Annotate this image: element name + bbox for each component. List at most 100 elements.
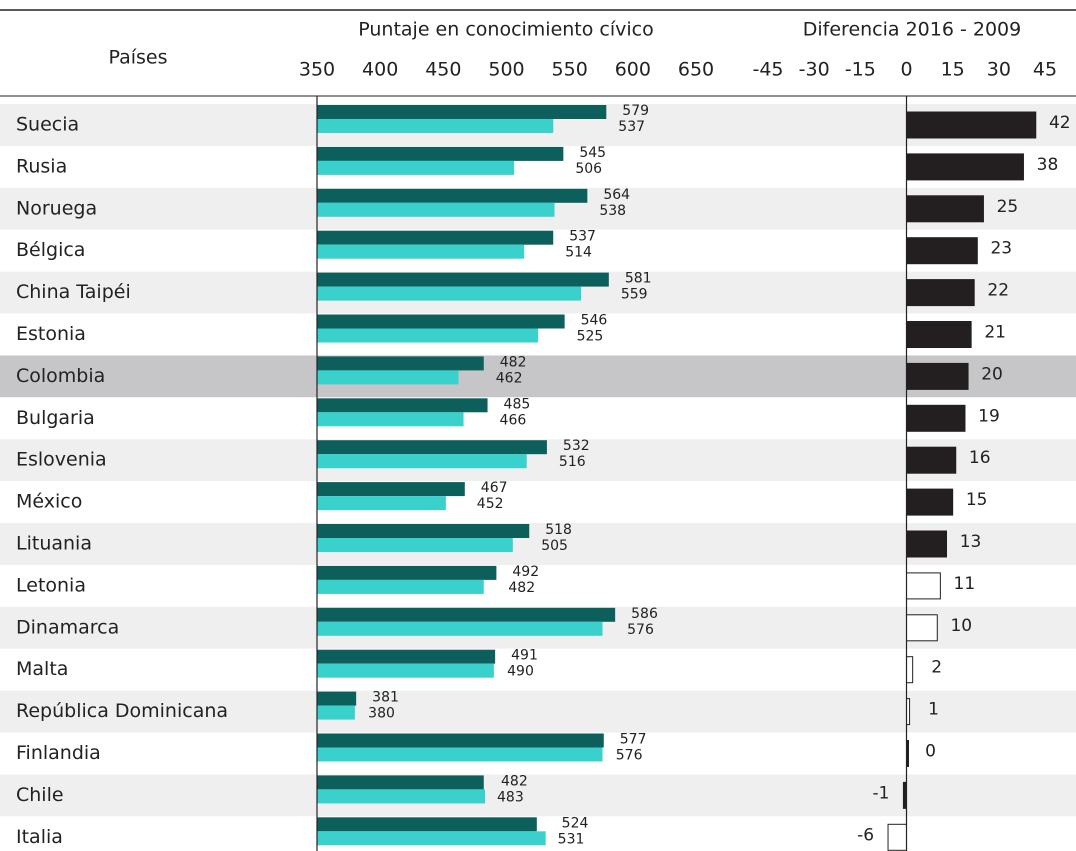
difference-label: 20 xyxy=(981,364,1003,384)
value-label: 514 xyxy=(565,245,592,261)
category-label: Dinamarca xyxy=(16,616,119,638)
value-label: 525 xyxy=(577,329,604,345)
value-label: 482 xyxy=(501,773,528,789)
bar xyxy=(317,538,513,552)
value-label: 531 xyxy=(558,831,585,847)
row-band xyxy=(0,690,1076,733)
row-band xyxy=(0,481,1076,524)
difference-label: 0 xyxy=(925,742,936,762)
difference-label: 38 xyxy=(1037,155,1059,175)
difference-label: 22 xyxy=(987,281,1009,301)
difference-label: 16 xyxy=(969,448,991,468)
value-label: 506 xyxy=(575,161,602,177)
row-band xyxy=(0,648,1076,691)
panel-title: Diferencia 2016 - 2009 xyxy=(803,19,1021,41)
difference-bar xyxy=(906,656,914,684)
x-tick-label: 600 xyxy=(615,59,651,81)
bar xyxy=(317,789,486,804)
category-label: República Dominicana xyxy=(16,700,228,722)
value-label: 532 xyxy=(563,438,590,454)
row-band xyxy=(0,397,1076,440)
bar xyxy=(317,160,515,175)
category-label: Malta xyxy=(16,658,68,680)
difference-label: 42 xyxy=(1049,113,1071,133)
difference-bar xyxy=(906,572,941,600)
value-label: 505 xyxy=(541,538,568,554)
difference-label: 21 xyxy=(984,323,1006,343)
bar xyxy=(317,482,465,497)
difference-bar xyxy=(906,614,938,642)
category-label: Noruega xyxy=(16,197,97,219)
bar xyxy=(317,146,564,161)
bar xyxy=(317,105,607,119)
difference-bar xyxy=(906,153,1024,181)
bar xyxy=(317,244,525,259)
category-label: Lituania xyxy=(16,533,92,555)
bar xyxy=(317,565,497,580)
difference-bar xyxy=(906,530,948,558)
x-tick-label: 350 xyxy=(299,59,335,81)
bar xyxy=(317,691,357,706)
category-label: Eslovenia xyxy=(16,449,107,471)
bar xyxy=(317,230,554,245)
bar xyxy=(317,733,604,748)
x-tick-label: 400 xyxy=(362,59,398,81)
bar xyxy=(317,831,546,846)
bar xyxy=(317,607,616,622)
bar xyxy=(317,775,484,790)
difference-bar xyxy=(906,404,966,432)
bar xyxy=(317,119,554,133)
difference-bar xyxy=(906,321,972,348)
value-label: 579 xyxy=(622,103,649,119)
x-tick-label: -15 xyxy=(845,59,876,81)
difference-bar xyxy=(906,279,975,307)
category-header: Países xyxy=(108,47,167,69)
difference-label: 25 xyxy=(997,197,1019,217)
category-label: Bulgaria xyxy=(16,407,95,429)
x-tick-label: -30 xyxy=(799,59,830,81)
bar xyxy=(317,621,603,636)
difference-bar xyxy=(906,446,957,474)
value-label: 482 xyxy=(500,354,527,370)
bar xyxy=(317,356,484,371)
value-label: 516 xyxy=(559,454,586,470)
category-label: Bélgica xyxy=(16,239,85,261)
value-label: 577 xyxy=(620,732,647,748)
bar xyxy=(317,663,494,678)
difference-bar xyxy=(906,195,984,223)
value-label: 492 xyxy=(512,564,539,580)
bar xyxy=(317,188,588,203)
bar xyxy=(317,286,582,301)
difference-label: 15 xyxy=(966,490,988,510)
category-label: México xyxy=(16,491,82,513)
difference-label: 19 xyxy=(978,406,1000,426)
x-tick-label: 650 xyxy=(678,59,714,81)
bar xyxy=(317,524,530,538)
value-label: 576 xyxy=(616,748,643,764)
row-backgrounds xyxy=(0,104,1076,851)
difference-bar xyxy=(887,823,907,851)
value-label: 564 xyxy=(603,187,630,203)
value-label: 490 xyxy=(507,664,534,680)
category-label: Suecia xyxy=(16,114,79,136)
category-label: Rusia xyxy=(16,155,67,177)
bar xyxy=(317,705,355,720)
category-label: Letonia xyxy=(16,574,86,596)
value-label: 518 xyxy=(545,522,572,538)
difference-bar xyxy=(906,237,978,265)
value-label: 537 xyxy=(618,119,645,135)
value-label: 546 xyxy=(581,313,608,329)
difference-label: -1 xyxy=(872,783,889,803)
panel-title: Puntaje en conocimiento cívico xyxy=(358,19,654,41)
bar xyxy=(317,440,547,455)
value-label: 576 xyxy=(627,622,654,638)
row-band xyxy=(0,564,1076,607)
difference-label: 2 xyxy=(931,658,942,678)
category-label: Finlandia xyxy=(16,742,101,764)
row-band xyxy=(0,523,1076,565)
value-label: 586 xyxy=(631,606,658,622)
difference-bar xyxy=(906,362,969,390)
bar xyxy=(317,649,496,664)
difference-bar xyxy=(906,488,954,516)
